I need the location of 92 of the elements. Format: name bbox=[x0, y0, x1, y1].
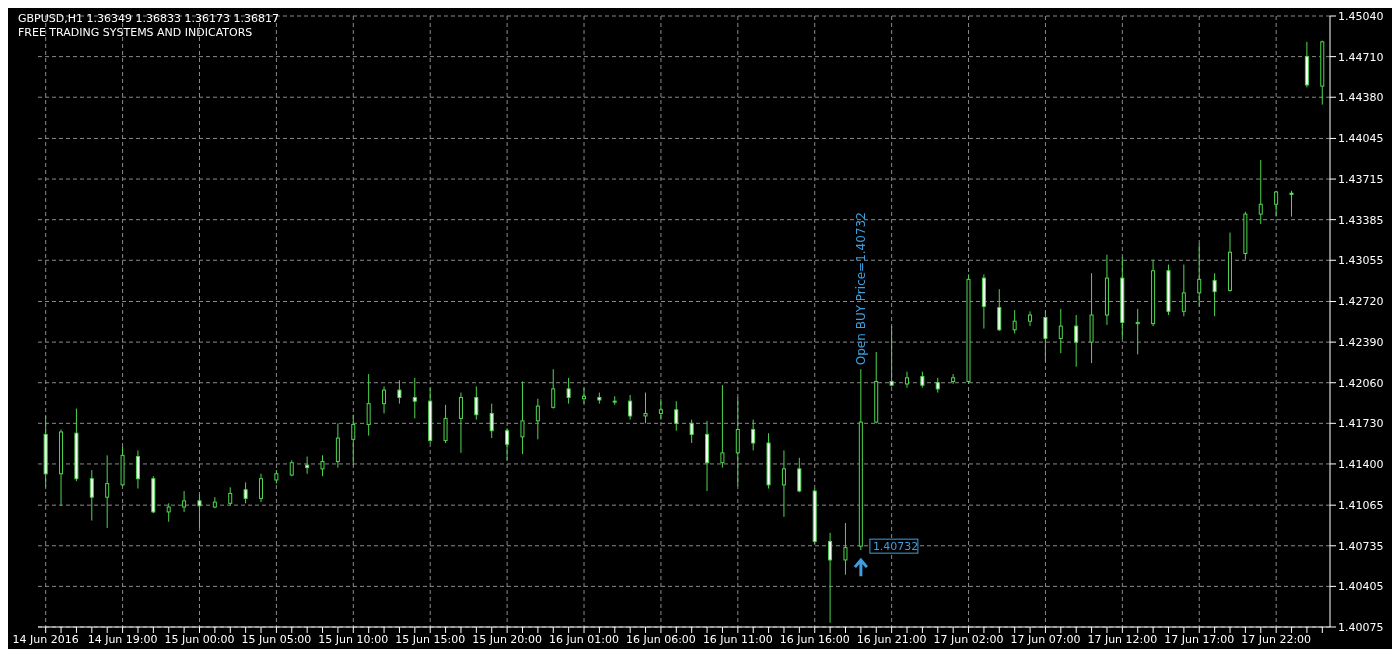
candlestick bbox=[828, 532, 833, 624]
candlestick bbox=[105, 454, 110, 529]
candlestick bbox=[797, 457, 802, 493]
annotation: Open BUY Price=1.40732 bbox=[853, 212, 868, 366]
y-tick-label: 1.43055 bbox=[1338, 254, 1384, 268]
y-tick-label: 1.45040 bbox=[1338, 9, 1384, 23]
candlestick bbox=[1197, 243, 1202, 307]
y-tick-label: 1.40735 bbox=[1338, 539, 1384, 553]
y-tick-label: 1.43385 bbox=[1338, 213, 1384, 227]
x-tick-label: 14 Jun 2016 bbox=[12, 632, 79, 646]
x-tick-label: 15 Jun 10:00 bbox=[318, 632, 389, 646]
candlestick bbox=[366, 373, 371, 437]
x-tick-label: 15 Jun 20:00 bbox=[472, 632, 543, 646]
candlestick bbox=[904, 371, 909, 389]
y-tick-label: 1.41730 bbox=[1338, 417, 1384, 431]
x-tick-label: 16 Jun 01:00 bbox=[549, 632, 619, 646]
candlestick bbox=[843, 522, 848, 576]
candlestick bbox=[1135, 308, 1140, 355]
candlestick bbox=[335, 422, 340, 469]
candlestick bbox=[243, 481, 248, 504]
candlestick bbox=[320, 454, 325, 477]
candlestick bbox=[458, 392, 463, 454]
candlestick bbox=[412, 377, 417, 419]
y-tick-label: 1.44710 bbox=[1338, 50, 1384, 64]
x-tick-label: 16 Jun 21:00 bbox=[856, 632, 927, 646]
candlestick bbox=[1258, 159, 1263, 225]
candlestick bbox=[89, 469, 94, 522]
x-tick-label: 17 Jun 12:00 bbox=[1087, 632, 1158, 646]
candlestick bbox=[1181, 264, 1186, 317]
candlestick bbox=[674, 400, 679, 432]
chart-title: GBPUSD,H1 1.36349 1.36833 1.36173 1.36817 bbox=[18, 12, 279, 26]
candlestick bbox=[581, 387, 586, 405]
candlestick bbox=[1074, 314, 1079, 368]
y-tick-label: 1.44380 bbox=[1338, 91, 1384, 105]
candlestick bbox=[351, 414, 356, 466]
candlestick bbox=[566, 377, 571, 405]
y-tick-label: 1.42390 bbox=[1338, 336, 1384, 350]
x-tick-label: 17 Jun 22:00 bbox=[1241, 632, 1312, 646]
candlestick bbox=[166, 502, 171, 523]
y-tick-label: 1.40075 bbox=[1338, 620, 1384, 634]
candlestick bbox=[643, 392, 648, 424]
candlestick bbox=[628, 394, 633, 421]
x-tick-label: 15 Jun 00:00 bbox=[164, 632, 235, 646]
candlestick bbox=[489, 403, 494, 439]
candlestick bbox=[305, 456, 310, 475]
x-tick-label: 16 Jun 11:00 bbox=[702, 632, 773, 646]
candlestick bbox=[228, 486, 233, 507]
x-tick-label: 17 Jun 17:00 bbox=[1164, 632, 1235, 646]
y-tick-label: 1.42720 bbox=[1338, 295, 1384, 309]
x-tick-label: 15 Jun 05:00 bbox=[241, 632, 312, 646]
candlestick bbox=[551, 368, 556, 410]
candlestick bbox=[197, 494, 202, 529]
candlestick bbox=[182, 490, 187, 513]
candlestick bbox=[258, 473, 263, 503]
y-tick-label: 1.42060 bbox=[1338, 376, 1384, 390]
candlestick bbox=[474, 385, 479, 421]
candlestick bbox=[1043, 309, 1048, 363]
candlestick bbox=[658, 398, 663, 421]
y-tick-label: 1.40405 bbox=[1338, 580, 1384, 594]
candlestick bbox=[1212, 272, 1217, 317]
candlestick bbox=[997, 288, 1002, 332]
candlestick bbox=[135, 449, 140, 490]
y-tick-label: 1.41065 bbox=[1338, 499, 1384, 513]
x-tick-label: 17 Jun 02:00 bbox=[933, 632, 1004, 646]
x-tick-label: 14 Jun 19:00 bbox=[87, 632, 158, 646]
y-tick-label: 1.41400 bbox=[1338, 457, 1384, 471]
candlestick bbox=[781, 449, 786, 518]
candlestick bbox=[889, 325, 894, 387]
candlestick bbox=[1289, 190, 1294, 218]
candlestick bbox=[735, 396, 740, 487]
candlestick bbox=[535, 398, 540, 440]
x-tick-label: 16 Jun 06:00 bbox=[625, 632, 696, 646]
candlestick bbox=[1012, 309, 1017, 334]
candlestick bbox=[520, 380, 525, 455]
candlestick bbox=[751, 419, 756, 451]
x-tick-label: 17 Jun 07:00 bbox=[1010, 632, 1081, 646]
annotation: 1.40732 bbox=[872, 540, 919, 554]
candlestick bbox=[397, 379, 402, 405]
candlestick bbox=[443, 404, 448, 444]
text: FREE TRADING SYSTEMS AND INDICATORS bbox=[18, 26, 254, 40]
y-tick-label: 1.44045 bbox=[1338, 132, 1384, 146]
candlestick bbox=[1028, 310, 1033, 327]
candlestick bbox=[720, 384, 725, 469]
x-tick-label: 15 Jun 15:00 bbox=[395, 632, 466, 646]
candlestick bbox=[689, 419, 694, 444]
y-tick-label: 1.43715 bbox=[1338, 172, 1384, 186]
candlestick bbox=[382, 385, 387, 414]
candlestick bbox=[505, 427, 510, 461]
candlestick bbox=[1274, 190, 1279, 218]
x-tick-label: 16 Jun 16:00 bbox=[779, 632, 850, 646]
candlestick bbox=[1058, 308, 1063, 354]
candlestick bbox=[951, 373, 956, 385]
